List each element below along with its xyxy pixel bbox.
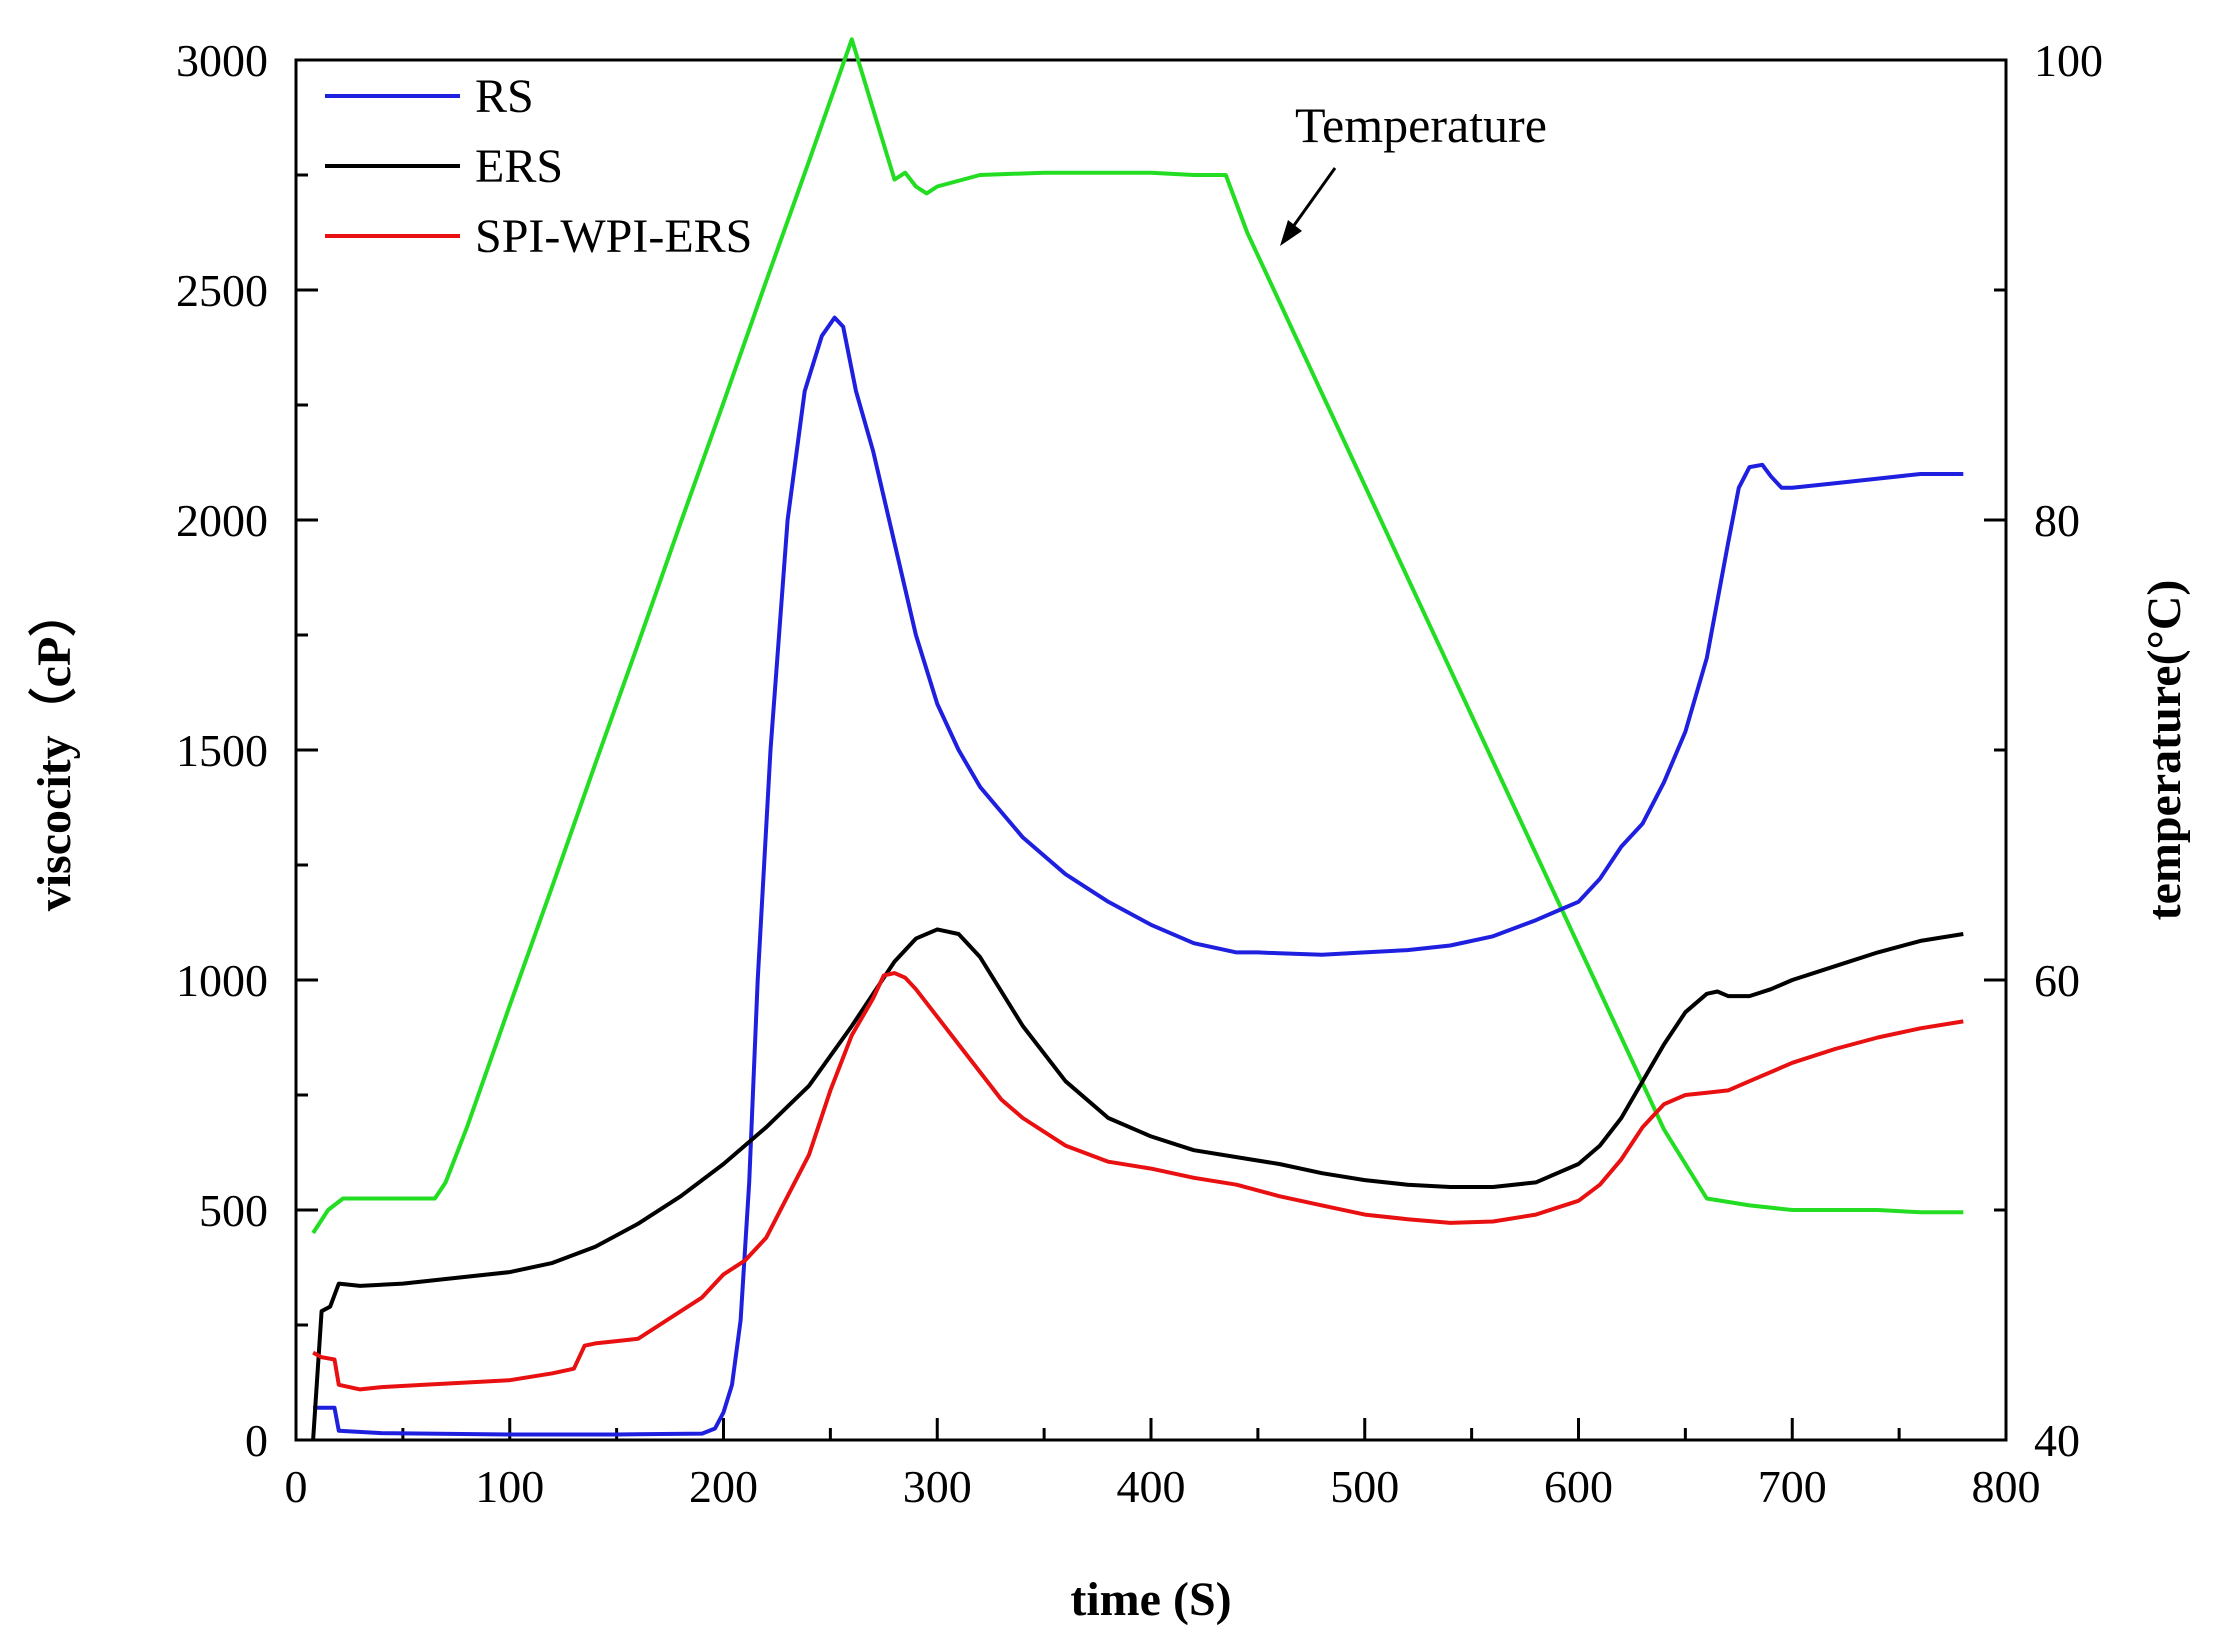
series-line-ers bbox=[311, 927, 1964, 1441]
y-left-tick-label: 2500 bbox=[176, 265, 268, 316]
y-left-tick-label: 0 bbox=[245, 1415, 268, 1466]
x-tick-label: 800 bbox=[1972, 1461, 2041, 1512]
x-tick-label: 700 bbox=[1758, 1461, 1827, 1512]
x-tick-label: 0 bbox=[285, 1461, 308, 1512]
plot-frame bbox=[294, 58, 2008, 1442]
x-tick-label: 200 bbox=[689, 1461, 758, 1512]
y-axis-left-title: viscocity（cP） bbox=[28, 589, 81, 912]
axes: 0 100 200 300 400 500 600 700 800 0 500 1000 1500 200… bbox=[176, 35, 2103, 1512]
y-right-tick-label: 100 bbox=[2034, 35, 2103, 86]
annotation: Temperature bbox=[1280, 97, 1547, 246]
x-tick-label: 300 bbox=[903, 1461, 972, 1512]
legend-label: ERS bbox=[475, 140, 563, 193]
y-right-tick-label: 60 bbox=[2034, 955, 2080, 1006]
y-left-tick-label: 3000 bbox=[176, 35, 268, 86]
legend-label: RS bbox=[475, 70, 534, 123]
legend-label: SPI-WPI-ERS bbox=[475, 210, 752, 263]
y-axis-right-title: temperature(°C) bbox=[2138, 580, 2191, 921]
x-tick-label: 600 bbox=[1544, 1461, 1613, 1512]
annotation-label: Temperature bbox=[1295, 97, 1547, 153]
legend: RS ERS SPI-WPI-ERS bbox=[325, 70, 752, 263]
x-tick-label: 400 bbox=[1117, 1461, 1186, 1512]
y-right-tick-label: 80 bbox=[2034, 495, 2080, 546]
series-line-rs bbox=[313, 315, 1964, 1437]
y-left-tick-label: 2000 bbox=[176, 495, 268, 546]
y-left-tick-label: 1500 bbox=[176, 725, 268, 776]
x-tick-label: 100 bbox=[475, 1461, 544, 1512]
series-lines bbox=[311, 37, 1964, 1441]
y-right-tick-label: 40 bbox=[2034, 1415, 2080, 1466]
x-tick-label: 500 bbox=[1330, 1461, 1399, 1512]
x-axis-title: time (S) bbox=[1070, 1573, 1231, 1626]
y-left-tick-label: 500 bbox=[199, 1185, 268, 1236]
annotation-arrow-head bbox=[1280, 220, 1302, 246]
y-left-tick-label: 1000 bbox=[176, 955, 268, 1006]
series-line-spi-wpi-ers bbox=[312, 971, 1964, 1392]
